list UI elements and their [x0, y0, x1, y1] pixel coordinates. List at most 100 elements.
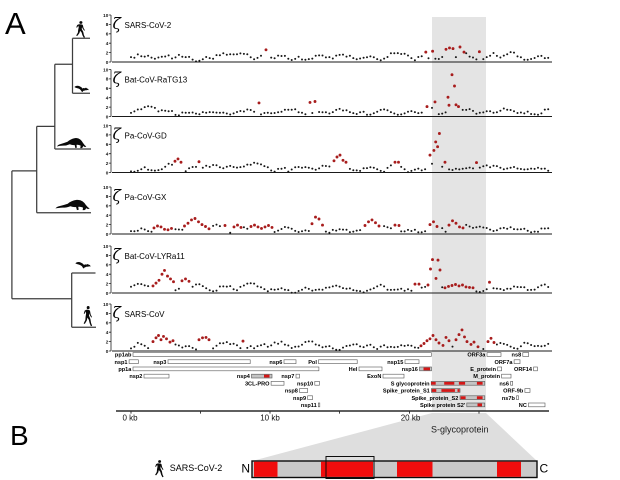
data-dot [386, 109, 389, 112]
panel-b-species-icon [155, 460, 164, 478]
data-dot [348, 54, 351, 57]
data-dot [389, 111, 392, 114]
gene-label: ns8 [512, 353, 522, 359]
data-dot [294, 108, 297, 111]
data-dot [516, 228, 519, 231]
highlight-layer: S-glycoprotein [252, 17, 537, 461]
significant-dot [162, 334, 165, 338]
data-dot [253, 282, 256, 285]
data-dot [222, 52, 225, 55]
data-dot [413, 111, 416, 114]
phylo-tree [11, 21, 96, 328]
data-dot [403, 112, 406, 115]
data-dot [174, 343, 177, 346]
data-dot [540, 112, 543, 115]
y-axis [108, 14, 112, 63]
data-dot [530, 344, 533, 346]
data-dot [277, 288, 280, 291]
data-dot [294, 57, 297, 60]
data-dot [468, 108, 471, 111]
data-dot [133, 170, 136, 173]
data-dot [400, 53, 403, 55]
data-dot [366, 167, 368, 170]
data-dot [420, 286, 423, 289]
data-dot [519, 345, 522, 348]
y-tick-label: 10 [103, 13, 109, 18]
significant-dot [180, 279, 184, 283]
significant-dot [431, 258, 434, 262]
data-dot [225, 341, 228, 344]
significant-dot [207, 338, 211, 342]
data-dot [523, 286, 526, 289]
red-dots [264, 45, 481, 54]
data-dot [543, 108, 546, 111]
significant-dot [256, 225, 260, 229]
data-dot [280, 228, 283, 230]
human-icon [76, 21, 86, 38]
series-name: Bat-CoV-LYRa11 [125, 252, 186, 261]
data-dot [133, 56, 136, 59]
significant-dot [431, 49, 435, 53]
gene-ExoN: ExoN [367, 373, 405, 380]
data-dot [277, 229, 280, 232]
data-dot [352, 230, 355, 233]
gene-label: pp1ab [115, 353, 132, 359]
data-dot [174, 56, 177, 59]
panel-b-label: B [10, 420, 29, 451]
data-dot [472, 167, 474, 170]
gene-red-segment [457, 389, 460, 392]
data-dot [328, 231, 331, 234]
data-dot [208, 111, 211, 114]
significant-dot [477, 50, 481, 54]
data-dot [195, 165, 197, 168]
data-dot [253, 110, 256, 113]
data-dot [294, 345, 297, 348]
data-dot [273, 288, 276, 291]
significant-dot [159, 338, 163, 342]
data-dot [150, 56, 153, 59]
gene-label: ORF14 [514, 367, 533, 373]
significant-dot [488, 280, 491, 284]
data-dot [369, 288, 372, 291]
data-dot [407, 228, 409, 231]
data-dot [468, 225, 471, 228]
data-dot [297, 166, 300, 168]
data-dot [400, 344, 403, 347]
significant-dot [317, 217, 321, 221]
zoom-trapezoid [252, 413, 537, 461]
data-dot [283, 54, 286, 57]
data-dot [509, 109, 512, 111]
data-dot [229, 164, 232, 167]
data-dot [147, 168, 150, 171]
data-dot [537, 286, 539, 289]
significant-dot [448, 46, 451, 50]
significant-dot [451, 219, 454, 223]
gene-label: ns6 [499, 381, 509, 387]
data-dot [218, 111, 221, 114]
data-dot [482, 58, 485, 61]
data-dot [246, 163, 249, 166]
significant-dot [166, 274, 169, 278]
gene-label: Spike_protein_S1 [383, 389, 430, 395]
y-tick-label: 8 [106, 194, 109, 199]
significant-dot [431, 334, 435, 337]
gene-box [128, 359, 139, 364]
data-dot [543, 167, 546, 170]
data-dot [417, 167, 420, 170]
data-dot [147, 105, 150, 108]
data-dot [201, 111, 204, 114]
data-dot [533, 288, 536, 291]
data-dot [140, 108, 143, 111]
data-dot [509, 226, 512, 229]
gene-E_protein: E_protein [470, 366, 502, 373]
data-dot [314, 343, 317, 346]
significant-dot [163, 268, 166, 272]
data-dot [424, 168, 427, 171]
taxon-Bat-CoV-LYRa11 [75, 262, 91, 269]
significant-dot [489, 336, 493, 340]
data-dot [523, 341, 526, 344]
data-dot [509, 166, 512, 169]
significant-dot [432, 148, 436, 152]
data-dot [143, 228, 146, 231]
data-dot [386, 346, 389, 349]
